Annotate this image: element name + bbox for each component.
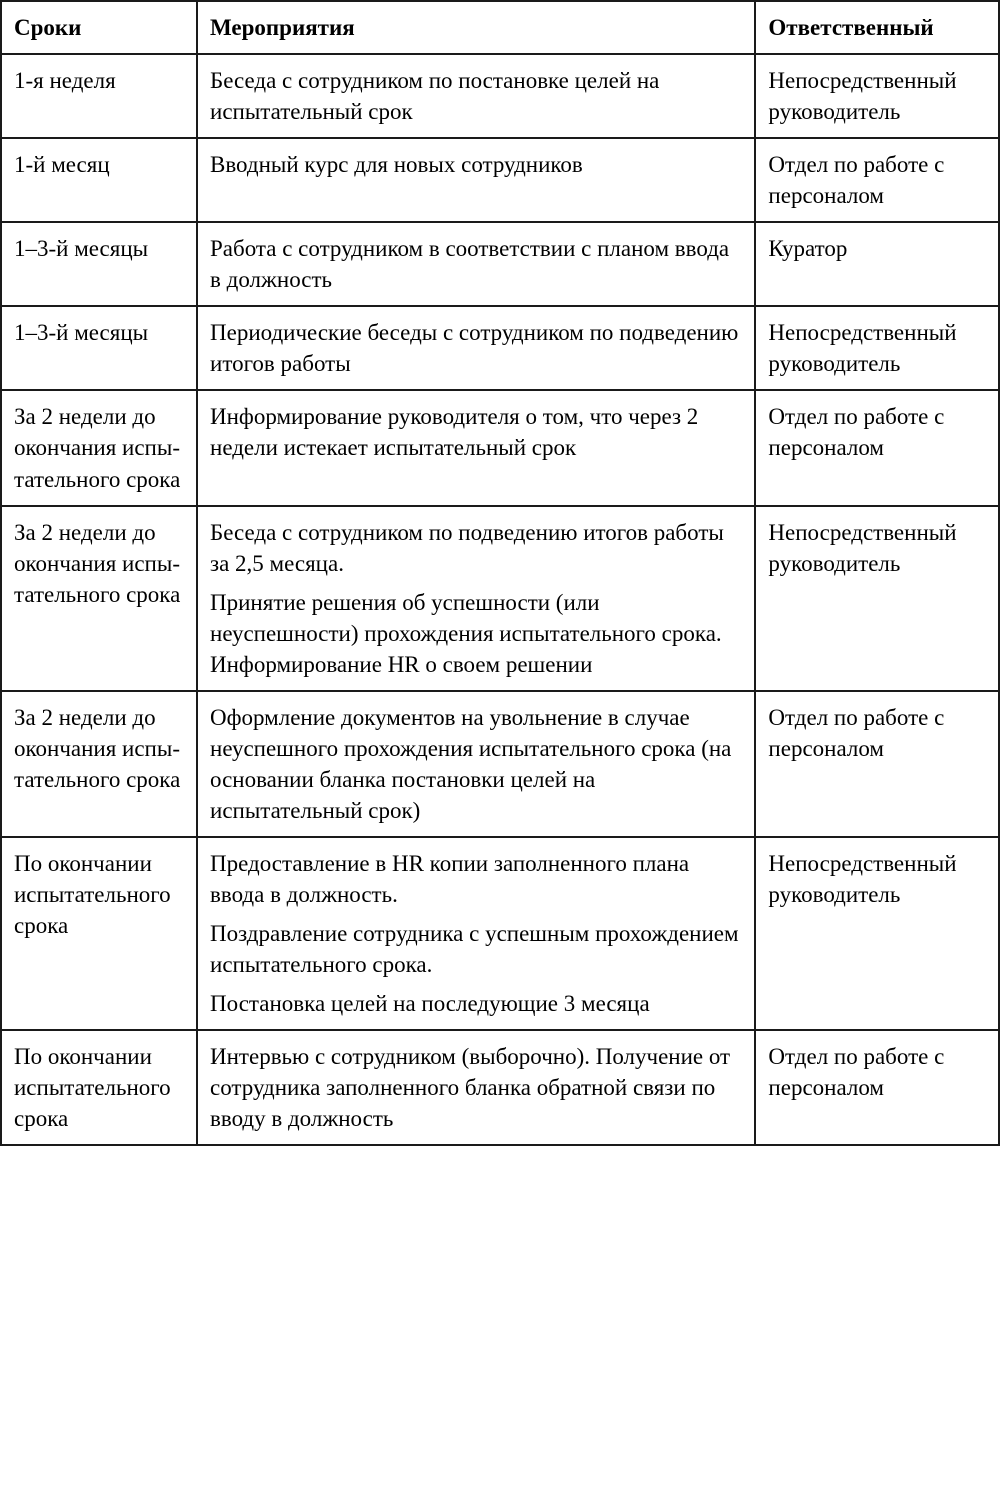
table-row: 1–3-й ме­сяцыПериодические беседы с сотр… <box>1 306 999 390</box>
header-period: Сроки <box>1 1 197 54</box>
activity-paragraph: Поздравление сотрудника с успеш­ным прох… <box>210 918 742 980</box>
cell-responsible: Непосредствен­ный руководи­тель <box>755 306 999 390</box>
table-row: По оконча­нии испы­тательного срокаПредо… <box>1 837 999 1030</box>
schedule-table: Сроки Мероприятия Ответственный 1-я неде… <box>0 0 1000 1146</box>
table-row: За 2 недели до оконча­ния испы­тательног… <box>1 691 999 837</box>
cell-activities: Периодические беседы с сотрудни­ком по п… <box>197 306 755 390</box>
cell-period: За 2 недели до оконча­ния испы­тательног… <box>1 691 197 837</box>
table-row: По оконча­нии испы­тательного срокаИнтер… <box>1 1030 999 1145</box>
header-responsible: Ответственный <box>755 1 999 54</box>
activity-paragraph: Оформление документов на уволь­нение в с… <box>210 702 742 826</box>
table-body: 1-я неделяБеседа с сотрудником по постан… <box>1 54 999 1145</box>
activity-paragraph: Беседа с сотрудником по постановке целей… <box>210 65 742 127</box>
activity-paragraph: Принятие решения об успешности (или неус… <box>210 587 742 680</box>
activity-paragraph: Интервью с сотрудником (выбороч­но). Пол… <box>210 1041 742 1134</box>
cell-activities: Работа с сотрудником в соответ­ствии с п… <box>197 222 755 306</box>
cell-responsible: Непосредствен­ный руководи­тель <box>755 506 999 691</box>
cell-period: 1-й месяц <box>1 138 197 222</box>
table-header-row: Сроки Мероприятия Ответственный <box>1 1 999 54</box>
cell-period: 1–3-й ме­сяцы <box>1 306 197 390</box>
cell-activities: Вводный курс для новых сотрудни­ков <box>197 138 755 222</box>
activity-paragraph: Периодические беседы с сотрудни­ком по п… <box>210 317 742 379</box>
activity-paragraph: Беседа с сотрудником по подведе­нию итог… <box>210 517 742 579</box>
cell-period: 1–3-й ме­сяцы <box>1 222 197 306</box>
cell-responsible: Непосредствен­ный руководи­тель <box>755 837 999 1030</box>
cell-responsible: Отдел по работе с персоналом <box>755 138 999 222</box>
activity-paragraph: Предоставление в HR копии заполненного п… <box>210 848 742 910</box>
cell-activities: Беседа с сотрудником по подведе­нию итог… <box>197 506 755 691</box>
cell-period: За 2 недели до оконча­ния испы­тательног… <box>1 390 197 505</box>
cell-period: По оконча­нии испы­тательного срока <box>1 1030 197 1145</box>
table-row: 1–3-й ме­сяцыРабота с сотрудником в соот… <box>1 222 999 306</box>
cell-responsible: Отдел по работе с персоналом <box>755 691 999 837</box>
table-row: За 2 недели до оконча­ния испы­тательног… <box>1 506 999 691</box>
activity-paragraph: Работа с сотрудником в соответ­ствии с п… <box>210 233 742 295</box>
cell-period: За 2 недели до оконча­ния испы­тательног… <box>1 506 197 691</box>
cell-activities: Беседа с сотрудником по постановке целей… <box>197 54 755 138</box>
cell-activities: Оформление документов на уволь­нение в с… <box>197 691 755 837</box>
activity-paragraph: Вводный курс для новых сотрудни­ков <box>210 149 742 180</box>
cell-activities: Предоставление в HR копии заполненного п… <box>197 837 755 1030</box>
activity-paragraph: Постановка целей на последующие 3 месяца <box>210 988 742 1019</box>
cell-responsible: Куратор <box>755 222 999 306</box>
table-row: За 2 недели до оконча­ния испы­тательног… <box>1 390 999 505</box>
cell-activities: Информирование руководителя о том, что ч… <box>197 390 755 505</box>
cell-responsible: Непосредствен­ный руководи­тель <box>755 54 999 138</box>
cell-responsible: Отдел по работе с персоналом <box>755 1030 999 1145</box>
cell-responsible: Отдел по работе с персоналом <box>755 390 999 505</box>
table-row: 1-я неделяБеседа с сотрудником по постан… <box>1 54 999 138</box>
cell-activities: Интервью с сотрудником (выбороч­но). Пол… <box>197 1030 755 1145</box>
header-activities: Мероприятия <box>197 1 755 54</box>
cell-period: По оконча­нии испы­тательного срока <box>1 837 197 1030</box>
cell-period: 1-я неделя <box>1 54 197 138</box>
activity-paragraph: Информирование руководителя о том, что ч… <box>210 401 742 463</box>
table-row: 1-й месяц Вводный курс для новых сотрудни… <box>1 138 999 222</box>
